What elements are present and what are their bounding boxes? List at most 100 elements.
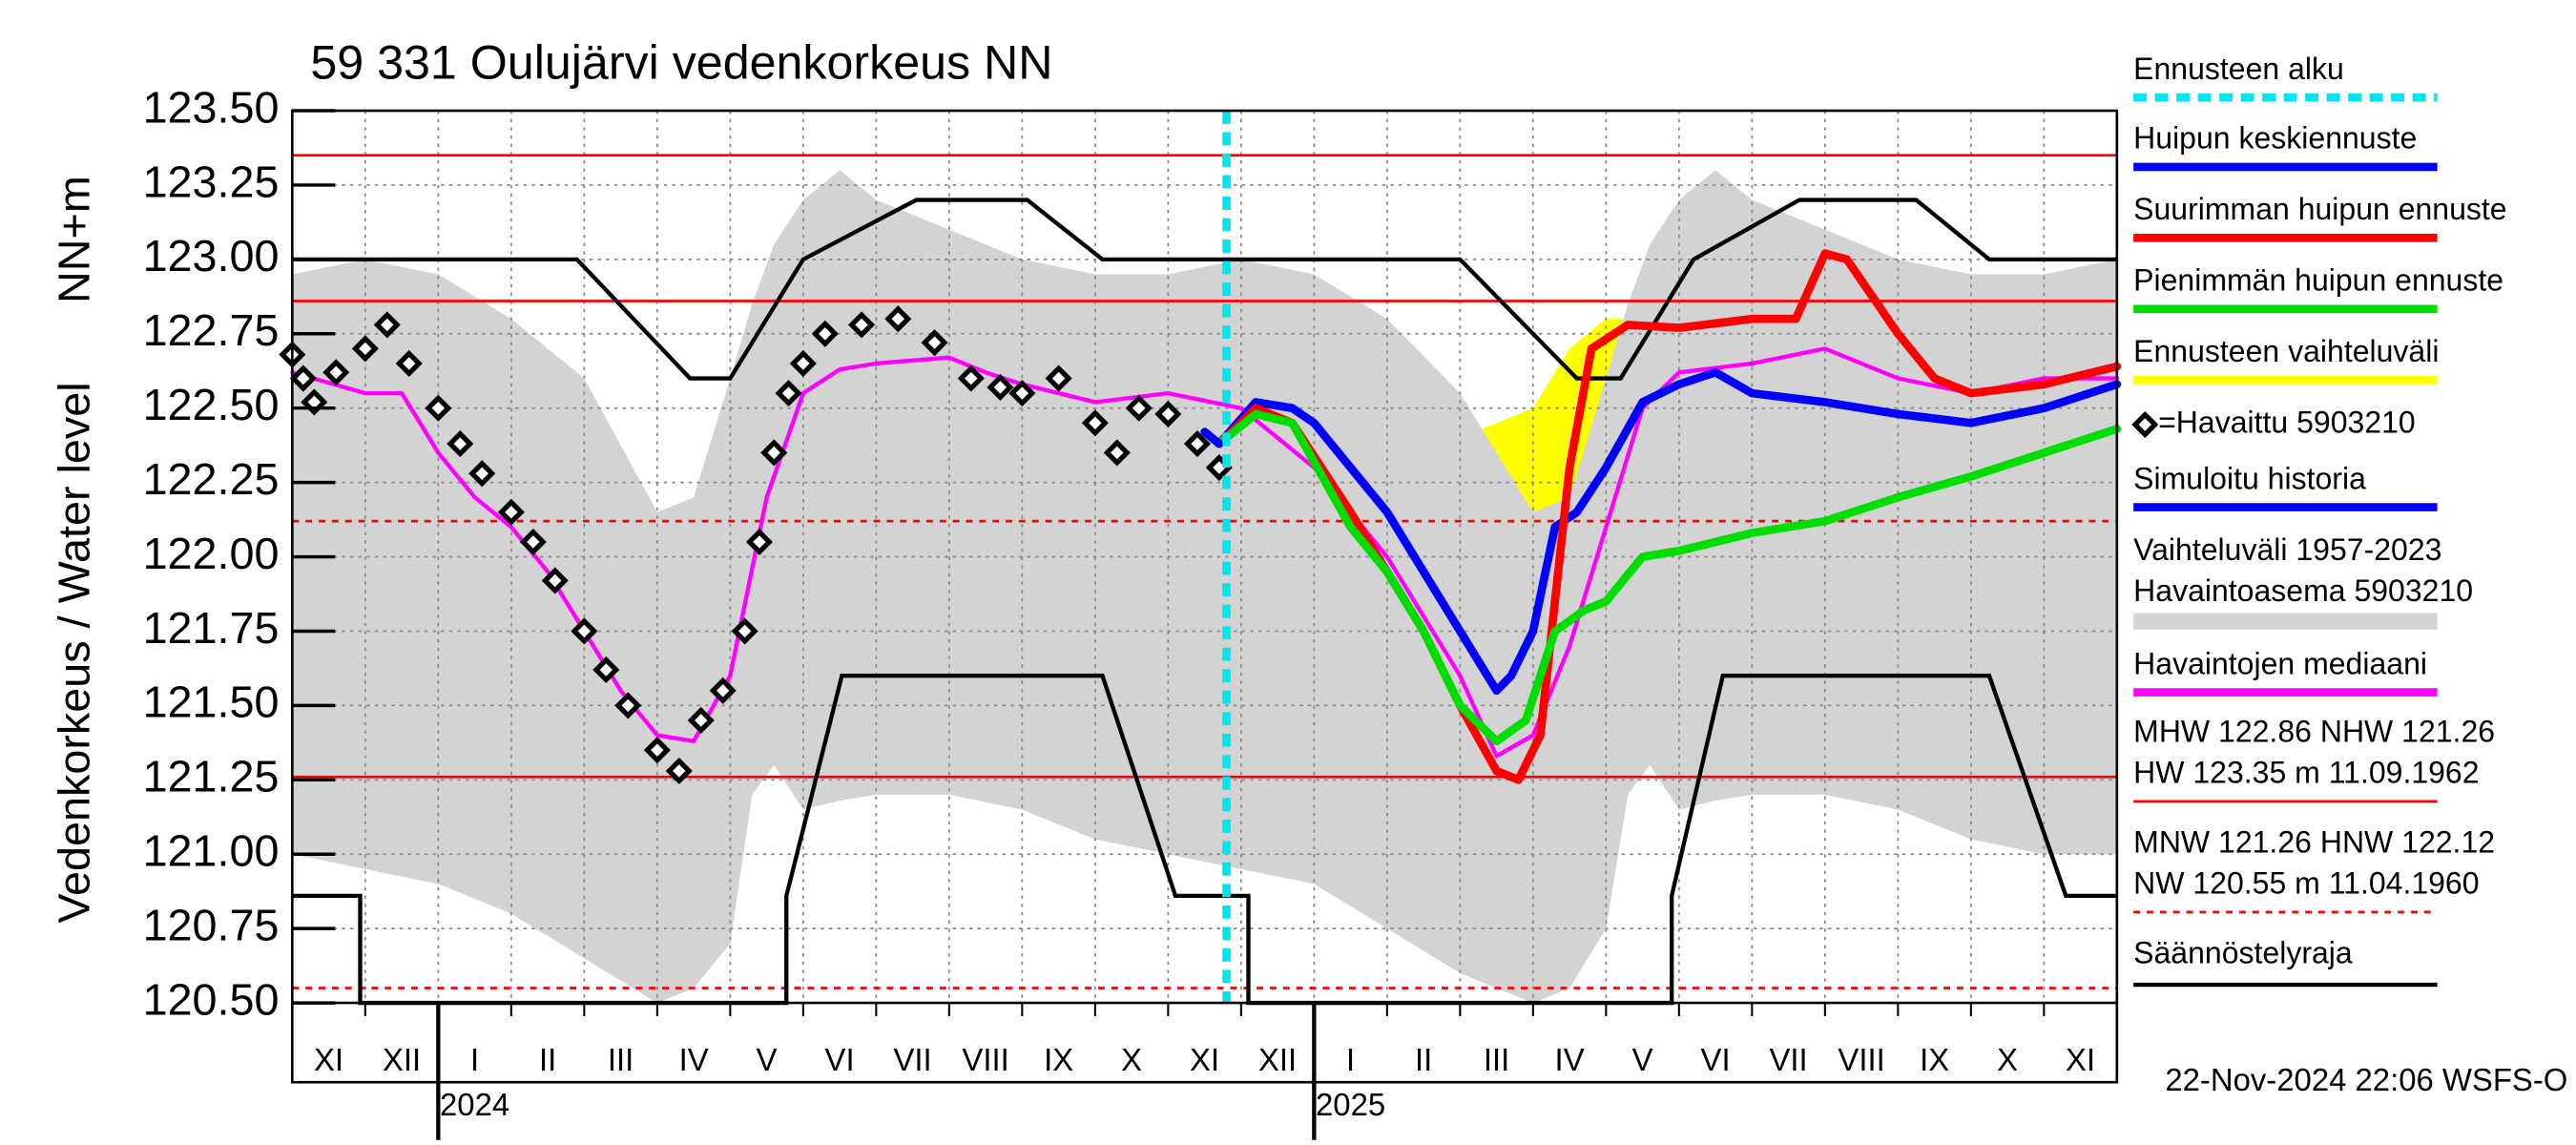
x-tick-label: V <box>1632 1042 1653 1077</box>
observation-marker <box>614 692 642 719</box>
x-tick-label: IX <box>1920 1042 1949 1077</box>
y-tick-label: 122.75 <box>143 305 280 355</box>
observation-marker <box>1008 380 1036 407</box>
observation-marker <box>1183 430 1212 458</box>
y-tick-label: 122.00 <box>143 529 280 578</box>
observation-marker <box>745 528 774 556</box>
observation-marker <box>1081 409 1109 437</box>
y-tick-label: 121.25 <box>143 752 280 802</box>
observation-marker <box>519 528 547 556</box>
x-tick-label: VI <box>1701 1042 1731 1077</box>
x-tick-label: I <box>470 1042 479 1077</box>
observation-marker <box>322 359 350 386</box>
chart-title: 59 331 Oulujärvi vedenkorkeus NN <box>310 36 1052 90</box>
x-tick-label: II <box>539 1042 556 1077</box>
observation-marker <box>1103 439 1131 467</box>
plot-frame <box>291 109 2119 1084</box>
y-tick-label: 121.50 <box>143 677 280 727</box>
x-tick-label: X <box>1121 1042 1142 1077</box>
legend-label: MHW 122.86 NHW 121.26 <box>2133 714 2495 748</box>
x-tick-label: X <box>1997 1042 2018 1077</box>
observation-marker <box>289 364 317 392</box>
observation-marker <box>760 439 788 467</box>
regulation-limit <box>292 198 2117 381</box>
legend-label: HW 123.35 m 11.09.1962 <box>2133 756 2479 790</box>
series-line <box>1215 367 2122 696</box>
observation-marker <box>497 498 525 526</box>
observation-marker <box>957 364 985 392</box>
legend-swatch <box>2131 410 2159 439</box>
observation-marker <box>665 757 693 785</box>
x-tick-label: VI <box>825 1042 855 1077</box>
x-tick-label: IX <box>1044 1042 1073 1077</box>
observation-marker <box>847 311 876 339</box>
observation-marker <box>789 349 817 378</box>
observation-marker <box>643 737 671 764</box>
observation-marker <box>468 460 496 488</box>
y-tick-label: 122.25 <box>143 454 280 504</box>
observation-marker <box>709 677 737 704</box>
x-tick-label: V <box>757 1042 778 1077</box>
legend-label: =Havaittu 5903210 <box>2158 405 2416 439</box>
x-tick-label: VIII <box>1838 1042 1884 1077</box>
x-tick-label: VII <box>893 1042 931 1077</box>
year-label: 2025 <box>1316 1087 1385 1122</box>
observation-marker <box>395 349 423 378</box>
observation-marker <box>987 373 1014 401</box>
y-tick-label: 123.25 <box>143 156 280 206</box>
x-tick-label: II <box>1415 1042 1432 1077</box>
observation-marker <box>592 656 620 684</box>
year-label: 2024 <box>440 1087 509 1122</box>
observation-marker <box>351 335 379 363</box>
observation-marker <box>1125 394 1153 422</box>
legend-label: Säännöstelyraja <box>2133 935 2353 969</box>
x-tick-label: III <box>1484 1042 1509 1077</box>
y-axis-title: Vedenkorkeus / Water level <box>50 382 99 923</box>
y-axis-unit: NN+m <box>50 176 99 303</box>
observation-marker <box>811 320 839 347</box>
observation-marker <box>373 311 401 339</box>
observation-marker <box>921 329 948 357</box>
y-tick-label: 123.00 <box>143 231 280 281</box>
legend-label: Pienimmän huipun ennuste <box>2133 263 2503 298</box>
x-tick-label: XII <box>1258 1042 1297 1077</box>
legend-label: NW 120.55 m 11.04.1960 <box>2133 866 2479 901</box>
footer: 22-Nov-2024 22:06 WSFS-O <box>2165 1062 2567 1097</box>
plot-area <box>279 110 2122 1006</box>
legend-label: Huipun keskiennuste <box>2133 121 2417 156</box>
x-tick-label: IV <box>1555 1042 1585 1077</box>
x-tick-label: VII <box>1769 1042 1807 1077</box>
y-tick-label: 122.50 <box>143 380 280 429</box>
x-tick-label: XI <box>1190 1042 1219 1077</box>
legend-label: Ennusteen alku <box>2133 52 2344 86</box>
series-line <box>1215 409 2122 746</box>
y-tick-label: 120.50 <box>143 974 280 1024</box>
x-tick-label: XI <box>314 1042 343 1077</box>
x-tick-label: I <box>1346 1042 1355 1077</box>
observation-marker <box>775 380 802 407</box>
x-tick-label: VIII <box>962 1042 1008 1077</box>
x-tick-label: III <box>608 1042 634 1077</box>
observation-marker <box>1045 364 1072 392</box>
legend-label: Suurimman huipun ennuste <box>2133 192 2506 226</box>
legend-label: MNW 121.26 HNW 122.12 <box>2133 824 2495 859</box>
range-band <box>292 170 2117 1004</box>
observation-marker <box>884 305 912 333</box>
y-tick-label: 120.75 <box>143 900 280 949</box>
observation-marker <box>1154 400 1182 428</box>
observation-marker <box>731 617 758 645</box>
x-tick-label: IV <box>679 1042 709 1077</box>
legend-label: Havaintoasema 5903210 <box>2133 573 2473 608</box>
series-line <box>1200 427 1224 448</box>
x-tick-label: XI <box>2066 1042 2095 1077</box>
observation-marker <box>425 394 452 422</box>
observation-marker <box>447 430 474 458</box>
y-tick-label: 123.50 <box>143 82 280 132</box>
legend-label: Ennusteen vaihteluväli <box>2133 334 2439 368</box>
legend-label: Simuloitu historia <box>2133 461 2366 495</box>
legend-label: Vaihteluväli 1957-2023 <box>2133 532 2441 567</box>
legend-label: Havaintojen mediaani <box>2133 646 2427 680</box>
observation-marker <box>541 567 569 594</box>
